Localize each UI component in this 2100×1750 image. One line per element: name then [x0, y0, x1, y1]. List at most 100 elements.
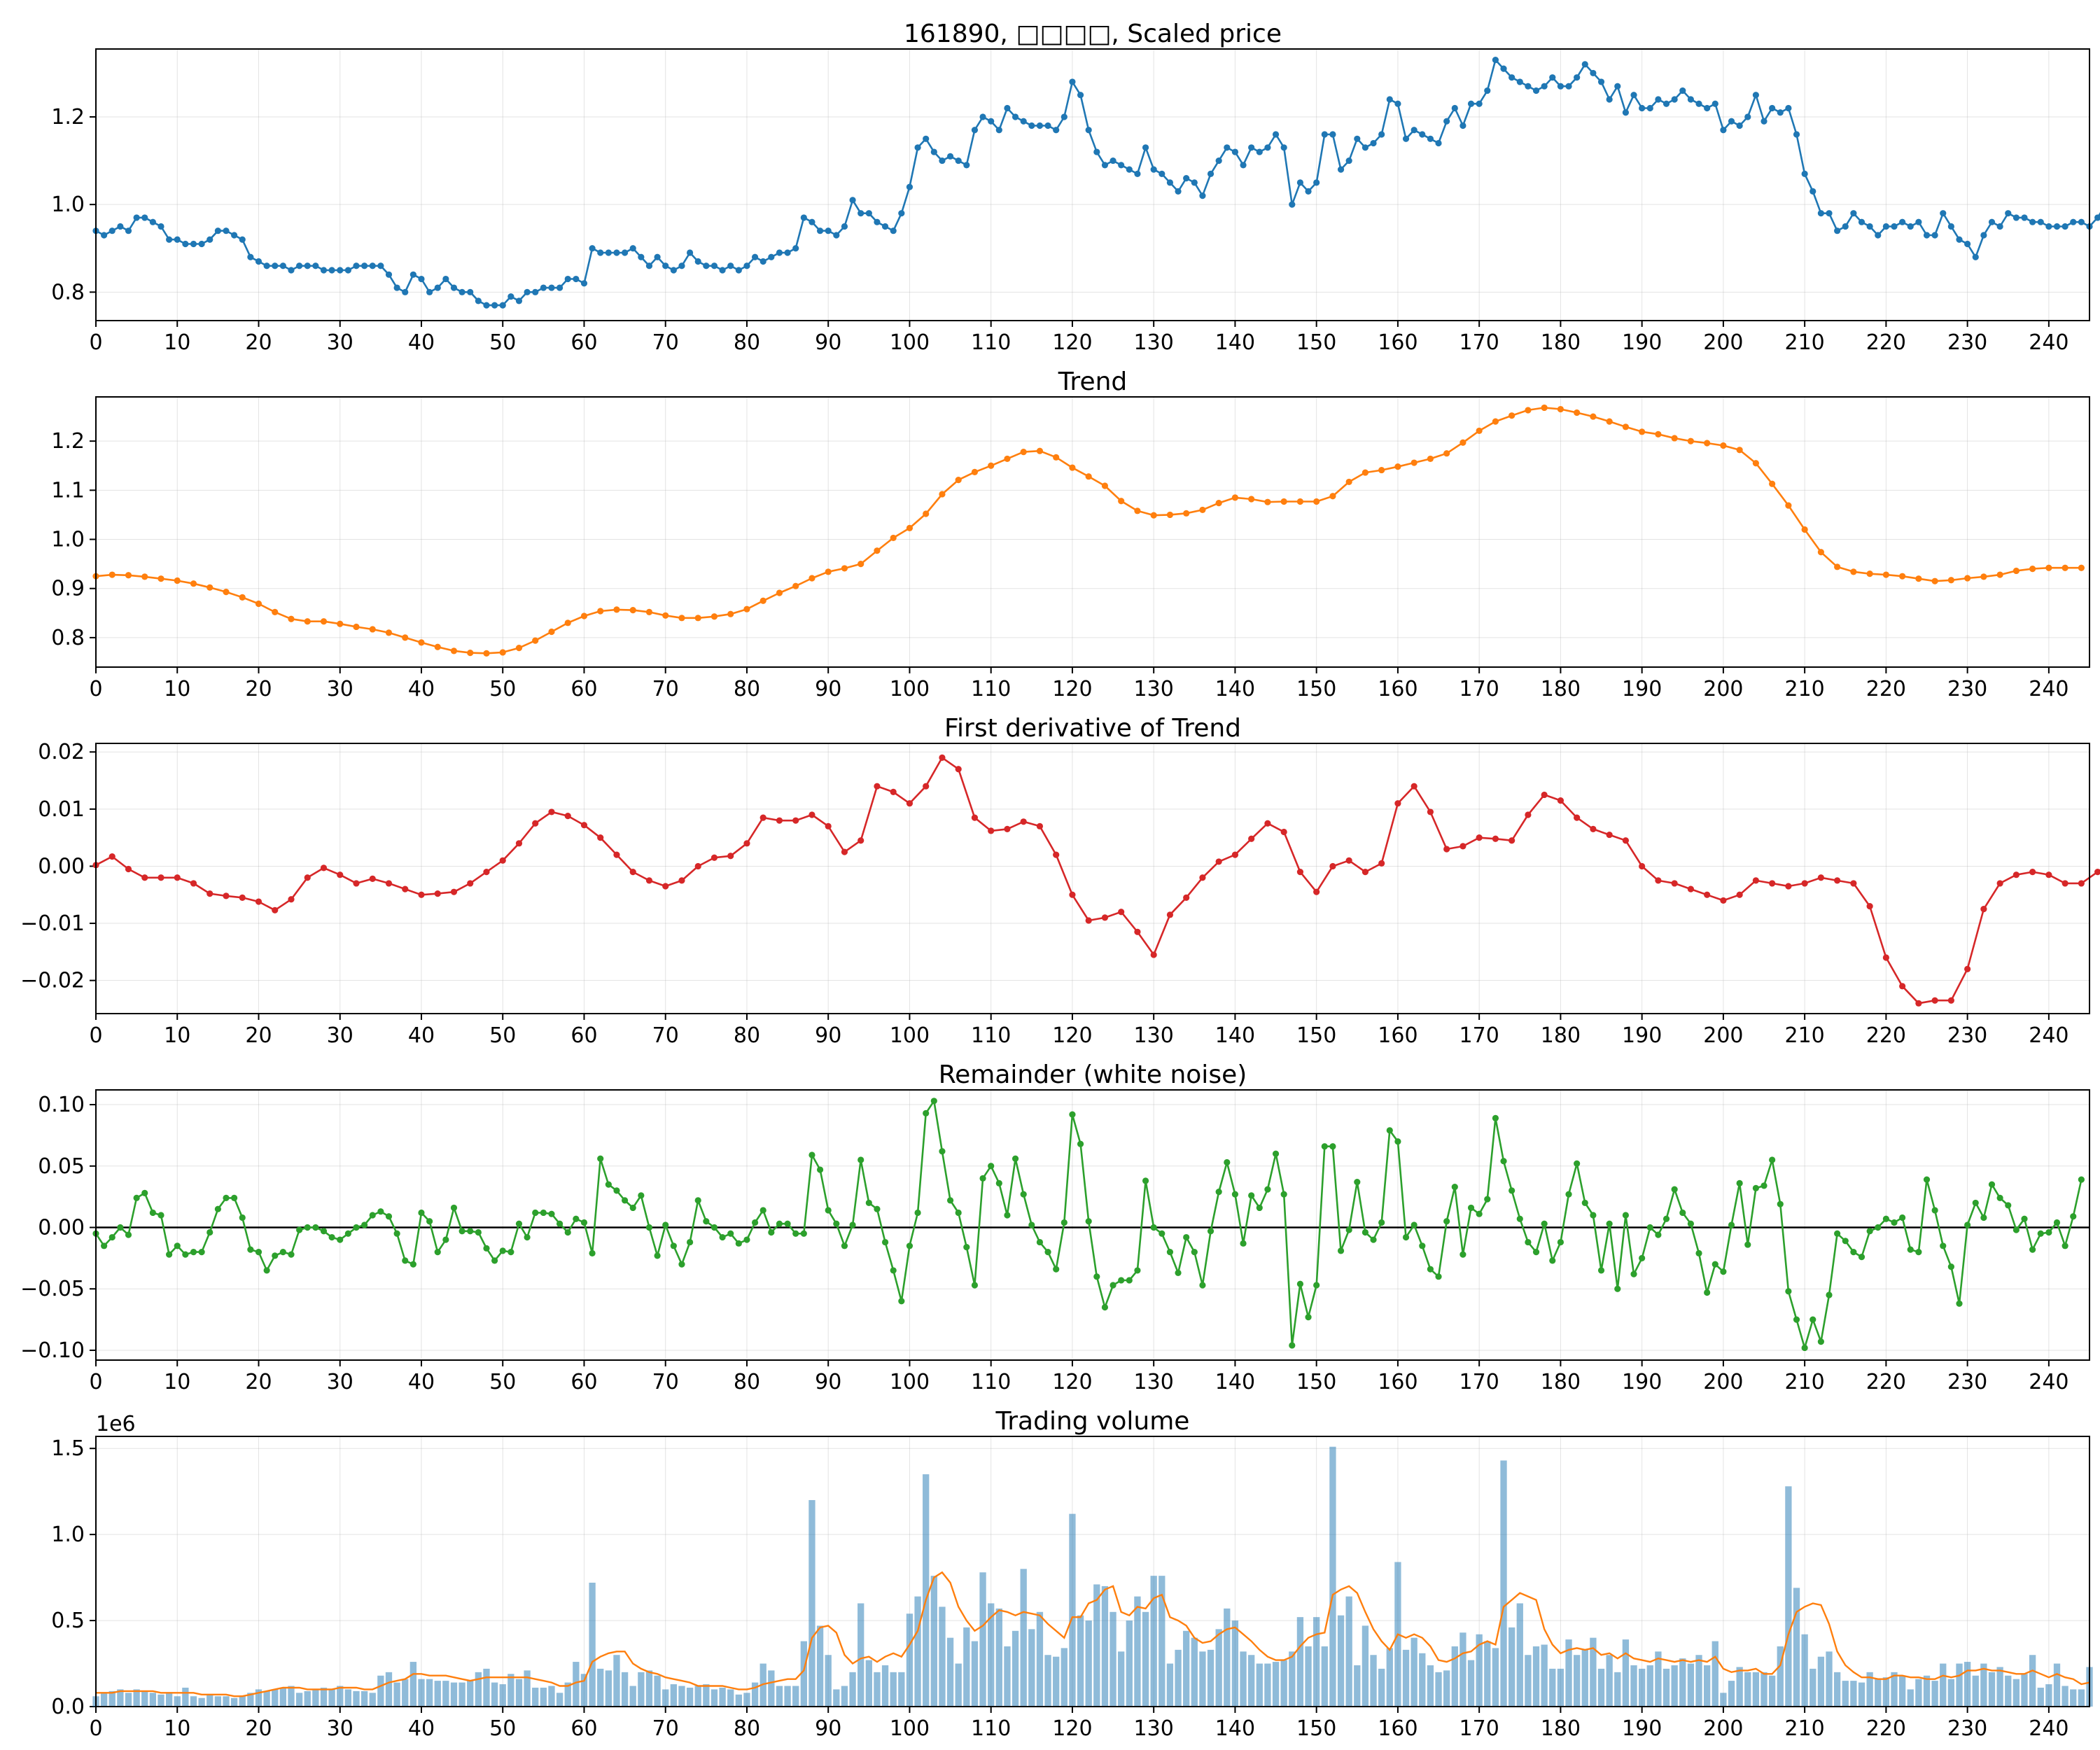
- price-point: [645, 262, 653, 270]
- volume-bar: [1777, 1646, 1784, 1707]
- remainder-point: [108, 1233, 115, 1241]
- volume-bar: [1882, 1677, 1890, 1707]
- price-point: [483, 302, 490, 309]
- derivative-axes-frame: [95, 743, 2090, 1014]
- price-point: [1996, 223, 2003, 230]
- trend-point: [1508, 412, 1516, 419]
- price-xtick-label: 230: [1947, 330, 1987, 355]
- trend-point: [1199, 506, 1206, 514]
- volume-bar: [1060, 1648, 1068, 1707]
- derivative-xtick-label: 230: [1947, 1023, 1987, 1048]
- price-point: [1011, 113, 1019, 120]
- trend-point: [1866, 570, 1873, 578]
- remainder-point: [1785, 1288, 1792, 1295]
- price-xtick-label: 170: [1460, 330, 1499, 355]
- volume-bar: [1898, 1675, 1906, 1707]
- price-point: [1467, 100, 1475, 107]
- remainder-point: [190, 1249, 197, 1256]
- price-point: [914, 144, 921, 151]
- volume-bar: [1419, 1653, 1426, 1707]
- price-point: [597, 249, 604, 256]
- volume-bar: [1118, 1651, 1125, 1707]
- volume-bar: [1053, 1656, 1060, 1707]
- remainder-point: [369, 1212, 376, 1219]
- remainder-point: [475, 1228, 482, 1236]
- volume-bar: [1557, 1668, 1564, 1707]
- remainder-axes-frame: [95, 1089, 2090, 1361]
- trend-point: [1785, 502, 1792, 509]
- remainder-point: [353, 1224, 360, 1231]
- price-point: [906, 183, 913, 190]
- remainder-point: [719, 1233, 726, 1241]
- price-point: [166, 236, 173, 243]
- price-point: [1947, 223, 1954, 230]
- remainder-xtick-label: 180: [1541, 1370, 1581, 1394]
- remainder-point: [1191, 1249, 1198, 1256]
- trend-point: [2012, 567, 2019, 575]
- volume-bar: [645, 1670, 653, 1707]
- price-point: [1215, 157, 1222, 164]
- derivative-xtick-label: 100: [890, 1023, 930, 1048]
- price-point: [198, 240, 205, 248]
- price-point: [223, 227, 230, 234]
- remainder-point: [1150, 1224, 1157, 1231]
- remainder-point: [638, 1192, 645, 1199]
- price-point: [694, 258, 701, 265]
- volume-xtick-label: 200: [1703, 1716, 1743, 1741]
- remainder-point: [906, 1242, 913, 1250]
- volume-xtick-label: 120: [1052, 1716, 1092, 1741]
- volume-bar: [223, 1696, 230, 1707]
- derivative-point: [1215, 858, 1222, 865]
- remainder-point: [344, 1230, 351, 1237]
- price-xtick-label: 60: [570, 330, 597, 355]
- volume-bar: [1085, 1620, 1092, 1707]
- remainder-point: [1329, 1143, 1336, 1150]
- derivative-point: [580, 822, 588, 829]
- remainder-point: [125, 1231, 132, 1238]
- remainder-point: [385, 1213, 393, 1220]
- remainder-point: [2037, 1230, 2044, 1237]
- volume-bar: [1508, 1627, 1516, 1707]
- trend-point: [158, 575, 164, 582]
- volume-bar: [540, 1687, 547, 1707]
- derivative-point: [2045, 872, 2052, 878]
- derivative-point: [450, 888, 458, 895]
- derivative-point: [760, 814, 766, 821]
- volume-bar: [1940, 1663, 1947, 1707]
- remainder-point: [1736, 1180, 1743, 1186]
- price-point: [1866, 223, 1873, 230]
- volume-bar: [1142, 1611, 1149, 1707]
- price-point: [1476, 100, 1483, 107]
- price-point: [1557, 83, 1564, 90]
- derivative-xtick-label: 90: [815, 1023, 841, 1048]
- derivative-point: [1931, 997, 1938, 1004]
- price-point: [2029, 218, 2036, 225]
- price-point: [1224, 144, 1231, 151]
- remainder-point: [272, 1252, 279, 1259]
- price-point: [174, 236, 181, 243]
- price-point: [751, 253, 759, 260]
- remainder-point: [1662, 1215, 1670, 1222]
- remainder-point: [914, 1209, 921, 1217]
- trend-point: [1134, 507, 1141, 514]
- price-point: [328, 267, 335, 274]
- remainder-point: [1728, 1222, 1735, 1228]
- trend-point: [532, 637, 539, 644]
- remainder-point: [1630, 1270, 1637, 1278]
- trend-point: [1687, 438, 1694, 444]
- derivative-point: [1150, 951, 1157, 958]
- price-point: [719, 267, 726, 274]
- remainder-point: [1516, 1215, 1523, 1222]
- remainder-point: [198, 1249, 205, 1256]
- remainder-point: [1158, 1230, 1166, 1237]
- price-point: [890, 227, 897, 234]
- volume-bar: [1532, 1646, 1540, 1707]
- volume-xtick-label: 40: [408, 1716, 435, 1741]
- remainder-point: [1931, 1207, 1938, 1214]
- price-series-line: [95, 59, 2100, 307]
- volume-bar: [1817, 1656, 1825, 1707]
- derivative-point: [1590, 825, 1597, 833]
- derivative-point: [939, 754, 946, 762]
- price-point: [1231, 148, 1239, 155]
- volume-xtick-label: 30: [327, 1716, 354, 1741]
